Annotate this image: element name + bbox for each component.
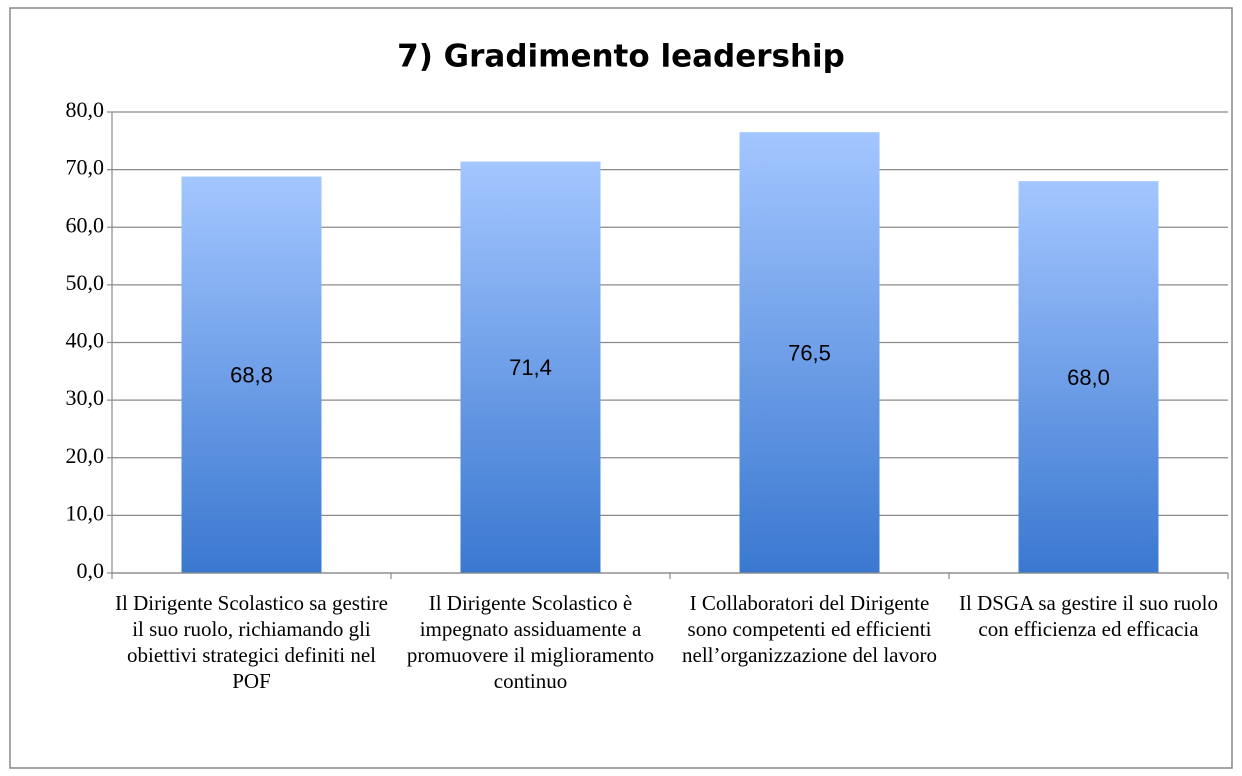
value-label: 71,4 bbox=[509, 355, 552, 380]
x-tick-label-box: Il Dirigente Scolastico è impegnato assi… bbox=[406, 591, 655, 693]
y-tick-label: 60,0 bbox=[66, 212, 105, 237]
y-tick-label: 30,0 bbox=[66, 385, 105, 410]
bar bbox=[1018, 181, 1159, 573]
y-tick-label: 70,0 bbox=[66, 155, 105, 180]
x-tick-label: Il Dirigente Scolastico è impegnato assi… bbox=[406, 591, 655, 693]
x-tick-label: Il Dirigente Scolastico sa gestire il su… bbox=[115, 591, 388, 693]
value-label: 76,5 bbox=[788, 340, 831, 365]
y-tick-label: 10,0 bbox=[66, 500, 105, 525]
y-tick-label: 20,0 bbox=[66, 443, 105, 468]
bar bbox=[181, 176, 322, 574]
y-tick-label: 50,0 bbox=[66, 270, 105, 295]
chart-title: 7) Gradimento leadership bbox=[397, 39, 845, 75]
y-tick-label: 80,0 bbox=[66, 97, 105, 122]
x-tick-label-box: Il Dirigente Scolastico sa gestire il su… bbox=[115, 591, 388, 693]
bar bbox=[460, 161, 601, 573]
y-tick-label: 40,0 bbox=[66, 328, 105, 353]
x-tick-label-box: Il DSGA sa gestire il suo ruolo con effi… bbox=[959, 591, 1218, 641]
value-label: 68,8 bbox=[230, 363, 273, 388]
x-tick-label: Il DSGA sa gestire il suo ruolo con effi… bbox=[959, 591, 1218, 641]
y-tick-label: 0,0 bbox=[77, 558, 105, 583]
value-label: 68,0 bbox=[1067, 365, 1110, 390]
x-tick-label-box: I Collaboratori del Dirigente sono compe… bbox=[682, 591, 937, 667]
bar bbox=[739, 132, 880, 573]
x-tick-label: I Collaboratori del Dirigente sono compe… bbox=[682, 591, 937, 667]
